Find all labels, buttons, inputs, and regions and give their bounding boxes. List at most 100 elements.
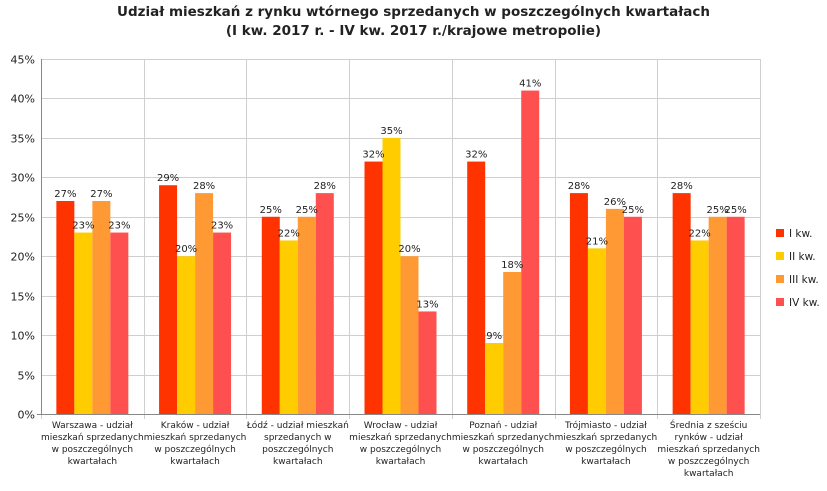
bar xyxy=(382,137,401,414)
bar xyxy=(74,232,93,414)
data-label: 25% xyxy=(260,205,282,216)
bar xyxy=(159,185,178,414)
bar xyxy=(569,193,588,414)
y-tick-label: 0% xyxy=(18,409,35,422)
category-label: Poznań - udział mieszkań sprzedanych w pos… xyxy=(452,421,555,467)
category-label-line: mieszkań sprzedanych xyxy=(349,433,452,443)
data-label: 27% xyxy=(90,189,112,200)
legend: I kw. II kw. III kw. IV kw. xyxy=(776,228,820,309)
data-label: 23% xyxy=(108,221,130,232)
data-label: 23% xyxy=(211,221,233,232)
bar xyxy=(708,216,727,414)
legend-swatch xyxy=(776,275,784,283)
bar xyxy=(297,216,316,414)
y-tick-label: 20% xyxy=(11,251,35,264)
category-label-line: kwartałach xyxy=(68,457,118,467)
category-label-line: kwartałach xyxy=(478,457,528,467)
category-label: Kraków - udział mieszkań sprzedanych w pos… xyxy=(144,420,247,467)
bar xyxy=(418,311,437,414)
bar xyxy=(690,240,709,414)
category-label-line: mieszkań sprzedanych xyxy=(41,433,144,443)
y-tick-label: 10% xyxy=(11,330,35,343)
category-label-line: w poszczególnych xyxy=(154,444,235,455)
category-label-line: w poszczególnych xyxy=(565,444,646,455)
category-label-line: w poszczególnych xyxy=(462,444,543,455)
category-label-line: Średnia z sześciu xyxy=(670,419,747,431)
data-label: 25% xyxy=(725,205,747,216)
bar xyxy=(177,256,196,414)
y-tick-label: 40% xyxy=(11,93,35,106)
data-label: 28% xyxy=(314,181,336,192)
y-tick-label: 45% xyxy=(11,54,35,67)
data-label: 20% xyxy=(175,244,197,255)
legend-label: III kw. xyxy=(789,274,819,286)
bar xyxy=(503,272,522,414)
y-tick-label: 15% xyxy=(11,291,35,304)
y-tick-label: 35% xyxy=(11,133,35,146)
bar xyxy=(364,161,383,414)
bar xyxy=(400,256,419,414)
data-label: 9% xyxy=(486,331,502,342)
data-label-layer: 27% 23% 27% 23% 29% 20% 28% 23% 25% 22% 25% 28% 32% 3… xyxy=(54,79,747,342)
bar xyxy=(467,161,486,414)
bar-layer xyxy=(56,90,745,415)
category-label-line: Wrocław - udział xyxy=(364,421,438,431)
category-label-line: Kraków - udział xyxy=(161,420,230,431)
data-label: 13% xyxy=(416,299,438,310)
y-tick-label: 30% xyxy=(11,172,35,185)
category-label-line: mieszkań sprzedanych xyxy=(555,433,658,443)
data-label: 18% xyxy=(501,260,523,271)
category-label: Średnia z sześciu rynków - udział mieszkań… xyxy=(657,419,760,479)
category-label-line: sprzedanych w xyxy=(264,433,332,443)
data-label: 20% xyxy=(398,244,420,255)
data-label: 41% xyxy=(519,79,541,90)
legend-label: I kw. xyxy=(789,228,812,240)
bar xyxy=(605,208,624,414)
bar xyxy=(521,90,540,415)
data-label: 22% xyxy=(278,228,300,239)
axis-layer: 0% 5% 10% 15% 20% 25% 30% 35% 40% 45% xyxy=(11,54,760,422)
bar xyxy=(110,232,129,414)
data-label: 25% xyxy=(707,205,729,216)
bar xyxy=(279,240,298,414)
data-label: 21% xyxy=(586,236,608,247)
data-label: 28% xyxy=(671,181,693,192)
data-label: 29% xyxy=(157,173,179,184)
category-label: Trójmiasto - udział mieszkań sprzedanych w… xyxy=(555,420,658,467)
legend-swatch xyxy=(776,229,784,237)
data-label: 22% xyxy=(689,228,711,239)
bar xyxy=(672,193,691,414)
category-label-line: kwartałach xyxy=(581,457,631,467)
category-label-line: kwartałach xyxy=(273,457,323,467)
data-label: 26% xyxy=(604,197,626,208)
chart-title-line1: Udział mieszkań z rynku wtórnego sprzeda… xyxy=(117,4,710,20)
category-label: Wrocław - udział mieszkań sprzedanych w po… xyxy=(349,421,452,467)
data-label: 28% xyxy=(568,181,590,192)
category-label-line: poszczególnych xyxy=(262,444,333,455)
category-label-line: kwartałach xyxy=(684,469,734,479)
bar xyxy=(587,248,606,414)
bar xyxy=(56,201,75,414)
category-label-line: rynków - udział xyxy=(675,432,744,443)
category-label: Łódź - udział mieszkań sprzedanych w poszc… xyxy=(246,420,349,467)
category-label-line: Poznań - udział xyxy=(469,421,537,431)
bar xyxy=(261,216,280,414)
bar xyxy=(726,216,745,414)
data-label: 25% xyxy=(296,205,318,216)
data-label: 32% xyxy=(465,150,487,161)
category-label-line: Warszawa - udział xyxy=(52,421,133,431)
category-label-line: mieszkań sprzedanych xyxy=(657,445,760,455)
legend-swatch xyxy=(776,298,784,306)
legend-label: IV kw. xyxy=(789,297,820,309)
data-label: 27% xyxy=(54,189,76,200)
category-label-line: w poszczególnych xyxy=(360,444,441,455)
bar xyxy=(623,216,642,414)
y-tick-label: 25% xyxy=(11,212,35,225)
legend-swatch xyxy=(776,252,784,260)
data-label: 28% xyxy=(193,181,215,192)
category-label-line: w poszczególnych xyxy=(52,444,133,455)
bar xyxy=(315,193,334,414)
category-label-line: mieszkań sprzedanych xyxy=(452,433,555,443)
y-tick-label: 5% xyxy=(18,370,35,383)
